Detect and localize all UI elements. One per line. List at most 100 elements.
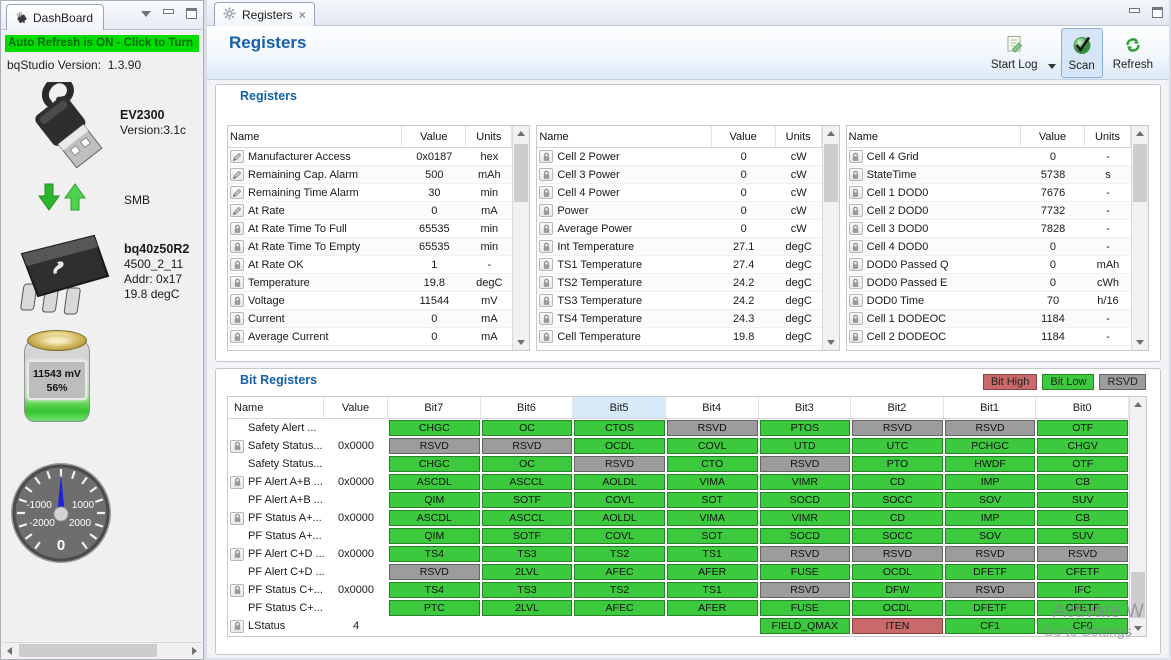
register-row[interactable]: Cell 2 DOD07732- (847, 202, 1131, 220)
start-log-dropdown-icon[interactable] (1048, 64, 1056, 69)
register-row[interactable]: TS1 Temperature27.4degC (537, 256, 821, 274)
scroll-up-icon[interactable] (1136, 131, 1144, 136)
register-row[interactable]: Cell 4 Power0cW (537, 184, 821, 202)
lock-icon[interactable] (539, 186, 553, 199)
scrollbar-thumb[interactable] (514, 144, 528, 202)
lock-icon[interactable] (849, 222, 863, 235)
lock-icon[interactable] (849, 204, 863, 217)
lock-icon[interactable] (230, 330, 244, 343)
lock-icon[interactable] (539, 258, 553, 271)
tab-registers[interactable]: Registers × (214, 2, 315, 26)
close-icon[interactable]: × (299, 8, 306, 22)
scrollbar[interactable] (822, 126, 839, 350)
scroll-down-icon[interactable] (1136, 340, 1144, 345)
lock-icon[interactable] (539, 222, 553, 235)
scroll-left-icon[interactable] (7, 647, 12, 655)
bit-register-row[interactable]: PF Alert C+D ...0x0000TS4TS3TS2TS1RSVDRS… (228, 545, 1129, 563)
lock-icon[interactable] (849, 330, 863, 343)
lock-icon[interactable] (230, 548, 244, 561)
register-row[interactable]: Manufacturer Access0x0187hex (228, 148, 512, 166)
register-row[interactable]: Cell 4 Grid0- (847, 148, 1131, 166)
lock-icon[interactable] (539, 204, 553, 217)
bit-register-row[interactable]: LStatus4FIELD_QMAXITENCF1CF0 (228, 617, 1129, 635)
register-row[interactable]: Remaining Cap. Alarm500mAh (228, 166, 512, 184)
register-row[interactable]: DOD0 Time70h/16 (847, 292, 1131, 310)
pencil-icon[interactable] (230, 168, 244, 181)
scrollbar[interactable] (512, 126, 529, 350)
minimize-icon[interactable] (1129, 8, 1140, 13)
pencil-icon[interactable] (230, 150, 244, 163)
register-row[interactable]: Average Current0mA (228, 328, 512, 346)
lock-icon[interactable] (849, 150, 863, 163)
lock-icon[interactable] (230, 584, 244, 597)
lock-icon[interactable] (230, 276, 244, 289)
lock-icon[interactable] (539, 240, 553, 253)
scroll-up-icon[interactable] (517, 131, 525, 136)
scrollbar-thumb[interactable] (824, 144, 838, 202)
lock-icon[interactable] (230, 476, 244, 489)
lock-icon[interactable] (539, 312, 553, 325)
scrollbar-thumb[interactable] (1133, 144, 1147, 202)
pencil-icon[interactable] (230, 186, 244, 199)
register-row[interactable]: Current0mA (228, 310, 512, 328)
scroll-right-icon[interactable] (192, 647, 197, 655)
register-row[interactable]: TS2 Temperature24.2degC (537, 274, 821, 292)
register-row[interactable]: DOD0 Passed Q0mAh (847, 256, 1131, 274)
view-menu-icon[interactable] (141, 11, 151, 17)
scan-button[interactable]: Scan (1061, 28, 1103, 78)
register-row[interactable]: Int Temperature27.1degC (537, 238, 821, 256)
lock-icon[interactable] (230, 512, 244, 525)
bit-register-row[interactable]: PF Alert A+B ...0x0000ASCDLASCCLAOLDLVIM… (228, 473, 1129, 491)
lock-icon[interactable] (849, 168, 863, 181)
scrollbar[interactable] (1131, 126, 1148, 350)
lock-icon[interactable] (849, 258, 863, 271)
pencil-icon[interactable] (230, 204, 244, 217)
lock-icon[interactable] (539, 330, 553, 343)
start-log-button[interactable]: Start Log (983, 28, 1046, 78)
bit-register-row[interactable]: PF Status A+...0x0000ASCDLASCCLAOLDLVIMA… (228, 509, 1129, 527)
dashboard-horizontal-scrollbar[interactable] (2, 642, 202, 658)
register-row[interactable]: At Rate0mA (228, 202, 512, 220)
register-row[interactable]: TS3 Temperature24.2degC (537, 292, 821, 310)
lock-icon[interactable] (230, 312, 244, 325)
scroll-up-icon[interactable] (827, 131, 835, 136)
maximize-icon[interactable] (186, 8, 197, 19)
register-row[interactable]: StateTime5738s (847, 166, 1131, 184)
lock-icon[interactable] (539, 294, 553, 307)
lock-icon[interactable] (230, 222, 244, 235)
lock-icon[interactable] (230, 440, 244, 453)
lock-icon[interactable] (539, 276, 553, 289)
bit-register-row[interactable]: Safety Alert ...CHGCOCCTOSRSVDPTOSRSVDRS… (228, 419, 1129, 437)
lock-icon[interactable] (230, 258, 244, 271)
bit-register-row[interactable]: PF Status A+...QIMSOTFCOVLSOTSOCDSOCCSOV… (228, 527, 1129, 545)
lock-icon[interactable] (849, 240, 863, 253)
scroll-down-icon[interactable] (827, 340, 835, 345)
scroll-up-icon[interactable] (1134, 402, 1142, 407)
register-row[interactable]: Cell Temperature19.8degC (537, 328, 821, 346)
register-row[interactable]: Remaining Time Alarm30min (228, 184, 512, 202)
scroll-down-icon[interactable] (517, 340, 525, 345)
register-row[interactable]: Cell 3 Power0cW (537, 166, 821, 184)
scroll-down-icon[interactable] (1134, 626, 1142, 631)
lock-icon[interactable] (849, 186, 863, 199)
register-row[interactable]: Voltage11544mV (228, 292, 512, 310)
lock-icon[interactable] (230, 294, 244, 307)
register-row[interactable]: At Rate Time To Empty65535min (228, 238, 512, 256)
lock-icon[interactable] (539, 150, 553, 163)
minimize-icon[interactable] (163, 9, 174, 14)
lock-icon[interactable] (849, 312, 863, 325)
bit-register-row[interactable]: PF Alert C+D ...RSVD2LVLAFECAFERFUSEOCDL… (228, 563, 1129, 581)
lock-icon[interactable] (849, 294, 863, 307)
auto-refresh-banner[interactable]: Auto Refresh is ON - Click to Turn (5, 35, 199, 52)
register-row[interactable]: Cell 1 DOD07676- (847, 184, 1131, 202)
register-row[interactable]: Average Power0cW (537, 220, 821, 238)
maximize-icon[interactable] (1152, 7, 1163, 18)
lock-icon[interactable] (230, 240, 244, 253)
register-row[interactable]: Cell 2 Power0cW (537, 148, 821, 166)
register-row[interactable]: At Rate OK1- (228, 256, 512, 274)
register-row[interactable]: Cell 4 DOD00- (847, 238, 1131, 256)
register-row[interactable]: Cell 2 DODEOC1184- (847, 328, 1131, 346)
refresh-button[interactable]: Refresh (1105, 28, 1161, 78)
register-row[interactable]: DOD0 Passed E0cWh (847, 274, 1131, 292)
bit-register-row[interactable]: PF Alert A+B ...QIMSOTFCOVLSOTSOCDSOCCSO… (228, 491, 1129, 509)
